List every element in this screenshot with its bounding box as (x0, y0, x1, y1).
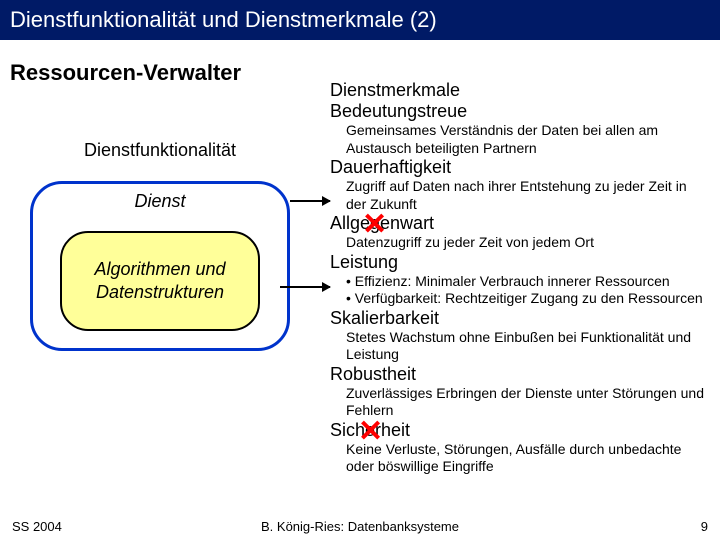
body-sicherheit: Keine Verluste, Störungen, Ausfälle durc… (346, 441, 710, 476)
heading-dienstmerkmale: Dienstmerkmale (330, 80, 710, 101)
heading-robustheit: Robustheit (330, 364, 710, 385)
heading-sicherheit: Sicherheit ✕ (330, 420, 710, 441)
body-bedeutungstreue: Gemeinsames Verständnis der Daten bei al… (346, 122, 710, 157)
section-heading: Ressourcen-Verwalter (10, 60, 241, 86)
footer-page: 9 (701, 519, 708, 534)
body-skalierbarkeit: Stetes Wachstum ohne Einbußen bei Funkti… (346, 329, 710, 364)
inner-box: Algorithmen und Datenstrukturen (60, 231, 260, 331)
right-column: Dienstmerkmale Bedeutungstreue Gemeinsam… (330, 80, 710, 476)
dienst-label: Dienst (30, 191, 290, 212)
footer-mid: B. König-Ries: Datenbanksysteme (261, 519, 459, 534)
body-leistung-1: • Effizienz: Minimaler Verbrauch innerer… (346, 273, 710, 291)
heading-dauerhaftigkeit: Dauerhaftigkeit (330, 157, 710, 178)
left-column: Dienstfunktionalität Dienst Algorithmen … (10, 140, 310, 351)
heading-skalierbarkeit: Skalierbarkeit (330, 308, 710, 329)
title-bar: Dienstfunktionalität und Dienstmerkmale … (0, 0, 720, 40)
body-leistung-2: • Verfügbarkeit: Rechtzeitiger Zugang zu… (346, 290, 710, 308)
arrow-outer (290, 200, 330, 202)
diagram: Dienst Algorithmen und Datenstrukturen (30, 181, 290, 351)
body-robustheit: Zuverlässiges Erbringen der Dienste unte… (346, 385, 710, 420)
dienstfunktionalitaet-label: Dienstfunktionalität (10, 140, 310, 161)
body-dauerhaftigkeit: Zugriff auf Daten nach ihrer Entstehung … (346, 178, 710, 213)
footer-left: SS 2004 (12, 519, 62, 534)
heading-bedeutungstreue: Bedeutungstreue (330, 101, 710, 122)
slide-content: Ressourcen-Verwalter Dienstfunktionalitä… (0, 40, 720, 540)
body-allgegenwart: Datenzugriff zu jeder Zeit von jedem Ort (346, 234, 710, 252)
heading-sicherheit-text: Sicherheit (330, 420, 410, 440)
heading-allgegenwart: Allgegenwart ✕ (330, 213, 710, 234)
heading-leistung: Leistung (330, 252, 710, 273)
slide-title: Dienstfunktionalität und Dienstmerkmale … (10, 7, 437, 33)
heading-allgegenwart-text: Allgegenwart (330, 213, 434, 233)
arrow-inner (280, 286, 330, 288)
